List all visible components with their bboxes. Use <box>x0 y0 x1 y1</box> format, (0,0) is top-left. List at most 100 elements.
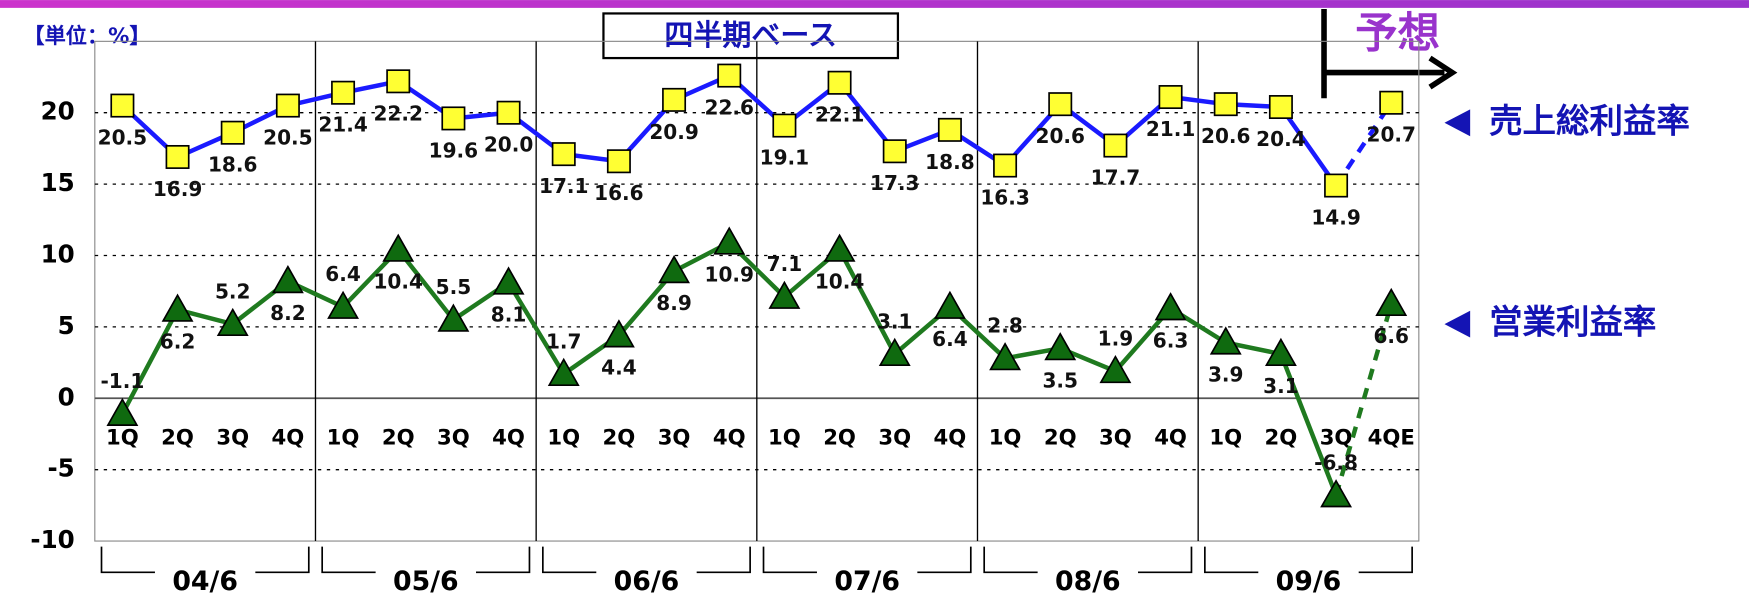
group-bracket <box>696 546 751 574</box>
marker <box>882 139 907 164</box>
value-label: 3.1 <box>877 309 913 333</box>
value-label: 8.9 <box>656 291 692 315</box>
marker <box>827 70 852 95</box>
group-bracket <box>476 546 531 574</box>
marker <box>1268 95 1293 120</box>
marker <box>492 266 525 295</box>
x-tick-label: 2Q <box>1044 424 1077 449</box>
marker <box>216 307 249 337</box>
x-tick-label: 4Q <box>934 424 967 449</box>
marker <box>161 293 194 322</box>
y-tick-label: -5 <box>47 454 74 483</box>
value-label: 1.7 <box>546 329 582 353</box>
marker <box>878 337 911 367</box>
x-tick-label: 3Q <box>1099 424 1132 449</box>
value-label: 21.1 <box>1146 117 1196 141</box>
marker <box>1320 479 1353 508</box>
value-label: 20.9 <box>649 120 699 144</box>
value-label: 7.1 <box>767 252 803 276</box>
group-bracket <box>1204 546 1259 574</box>
marker <box>220 120 245 145</box>
marker <box>662 87 687 112</box>
chart-title: 四半期ベース <box>664 18 837 52</box>
legend-label: 売上総利益率 <box>1489 101 1690 140</box>
group-bracket <box>321 546 376 574</box>
marker <box>1154 292 1187 321</box>
marker <box>602 319 635 348</box>
marker <box>382 233 415 262</box>
group-bracket <box>983 546 1038 574</box>
marker <box>1209 326 1242 355</box>
marker <box>1044 332 1077 361</box>
x-tick-label: 4Q <box>1154 424 1187 449</box>
marker <box>1264 337 1297 367</box>
marker <box>1379 90 1404 115</box>
x-tick-label: 1Q <box>106 424 139 449</box>
y-tick-label: 5 <box>58 311 75 340</box>
marker <box>1158 85 1183 110</box>
marker <box>937 117 962 142</box>
value-label: 20.5 <box>98 126 148 150</box>
y-tick-label: -10 <box>30 525 74 554</box>
x-tick-label: 1Q <box>768 424 801 449</box>
x-tick-label: 2Q <box>1265 424 1298 449</box>
marker <box>106 397 139 426</box>
marker <box>496 100 521 125</box>
group-bracket <box>255 546 310 574</box>
marker <box>1048 92 1073 117</box>
group-label: 06/6 <box>614 566 680 597</box>
x-tick-label: 4Q <box>272 424 305 449</box>
marker <box>1099 354 1132 384</box>
group-bracket <box>762 546 817 574</box>
value-label: 6.4 <box>932 327 968 351</box>
x-tick-label: 4Q <box>492 424 525 449</box>
value-label: 20.6 <box>1201 124 1251 148</box>
value-label: 16.6 <box>594 181 644 205</box>
group-bracket <box>542 546 597 574</box>
x-tick-label: 3Q <box>1320 424 1353 449</box>
marker <box>327 290 360 319</box>
value-label: 4.4 <box>601 355 637 379</box>
x-tick-label: 1Q <box>1209 424 1242 449</box>
title-box <box>602 12 900 60</box>
value-label: 20.4 <box>1256 127 1306 151</box>
y-tick-label: 0 <box>58 382 75 411</box>
marker <box>165 144 190 169</box>
value-label: 10.4 <box>373 270 423 294</box>
marker <box>606 149 631 174</box>
marker <box>110 93 135 118</box>
value-label: 16.3 <box>980 186 1030 210</box>
value-label: 16.9 <box>153 177 203 201</box>
marker <box>275 93 300 118</box>
group-label: 04/6 <box>172 566 238 597</box>
value-label: 2.8 <box>987 314 1023 338</box>
value-label: 17.7 <box>1091 166 1141 190</box>
x-tick-label: 2Q <box>823 424 856 449</box>
marker <box>331 80 356 105</box>
legend-pointer <box>1444 109 1471 137</box>
marker <box>437 303 470 332</box>
marker <box>658 255 691 284</box>
group-label: 05/6 <box>393 566 459 597</box>
value-label: 19.6 <box>429 138 479 162</box>
value-label: 22.2 <box>373 101 423 125</box>
value-label: 21.4 <box>318 113 368 137</box>
marker <box>772 113 797 138</box>
value-label: 8.1 <box>491 303 527 327</box>
marker <box>1103 133 1128 158</box>
marker <box>547 357 580 386</box>
x-tick-label: 4Q <box>713 424 746 449</box>
value-label: 20.0 <box>484 133 533 157</box>
x-tick-label: 2Q <box>161 424 194 449</box>
marker <box>1213 92 1238 117</box>
value-label: 17.3 <box>870 171 920 195</box>
value-label: 3.5 <box>1042 368 1078 392</box>
value-label: 20.7 <box>1366 123 1415 147</box>
value-label: 5.5 <box>436 275 472 299</box>
legend-pointer <box>1444 310 1471 338</box>
value-label: 10.9 <box>704 263 754 287</box>
marker <box>271 264 304 294</box>
forecast-line <box>1333 303 1394 496</box>
marker <box>989 342 1022 371</box>
